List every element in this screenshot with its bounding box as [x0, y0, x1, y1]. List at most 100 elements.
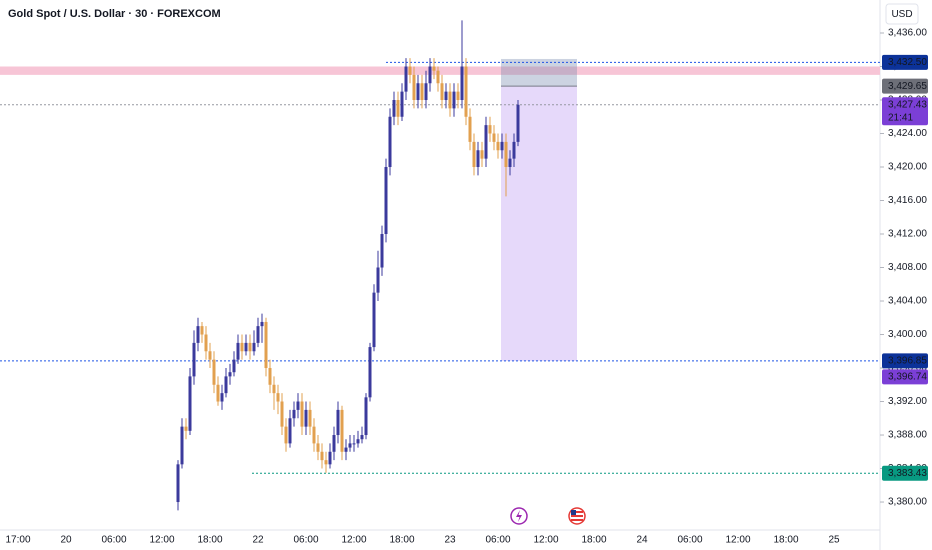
price-tag — [882, 465, 928, 481]
candle-body — [260, 321, 264, 327]
y-tick-label: 3,420.00 — [888, 162, 927, 173]
x-tick-label: 18:00 — [773, 535, 798, 546]
x-tick-label: 18:00 — [389, 535, 414, 546]
y-tick-label: 3,424.00 — [888, 128, 927, 139]
candle-body — [224, 376, 228, 394]
x-tick-label: 06:00 — [677, 535, 702, 546]
x-tick-label: 24 — [636, 535, 648, 546]
candle-body — [320, 451, 324, 461]
candle-body — [448, 91, 452, 109]
candle-body — [464, 66, 468, 117]
x-tick-label: 12:00 — [533, 535, 558, 546]
position-reward — [501, 86, 577, 361]
candle-body — [232, 359, 236, 373]
candle-body — [384, 167, 388, 235]
candle-body — [348, 443, 352, 448]
position-risk — [501, 58, 577, 87]
candle-body — [500, 141, 504, 151]
candle-body — [396, 100, 400, 117]
candle-body — [276, 393, 280, 402]
candle-body — [456, 91, 460, 101]
candle-body — [240, 342, 244, 352]
candle-body — [272, 384, 276, 394]
candle-body — [368, 347, 372, 398]
price-tag — [882, 369, 928, 385]
x-tick-label: 06:00 — [485, 535, 510, 546]
candle-body — [444, 91, 448, 101]
candle-body — [176, 464, 180, 503]
x-tick-label: 17:00 — [5, 535, 30, 546]
candle-body — [480, 150, 484, 159]
candle-body — [256, 326, 260, 343]
candle-body — [252, 342, 256, 352]
candle-body — [208, 351, 212, 360]
countdown: 21:41 — [888, 112, 913, 123]
candle-body — [336, 409, 340, 436]
candle-body — [188, 376, 192, 431]
flag-stripe — [571, 519, 583, 521]
candle-body — [400, 91, 404, 117]
candle-body — [492, 133, 496, 142]
price-tag-label: 3,396.74 — [888, 372, 927, 383]
x-tick-label: 25 — [828, 535, 840, 546]
x-tick-label: 12:00 — [149, 535, 174, 546]
price-tag — [882, 54, 928, 70]
candle-body — [196, 326, 200, 343]
x-tick-label: 06:00 — [101, 535, 126, 546]
candle-body — [332, 435, 336, 452]
candle-body — [420, 83, 424, 101]
candle-body — [328, 451, 332, 465]
candle-body — [180, 426, 184, 465]
candle-body — [244, 342, 248, 352]
candle-body — [300, 401, 304, 427]
candle-body — [388, 116, 392, 168]
candle-body — [216, 384, 220, 402]
candle-body — [504, 141, 508, 168]
candle-body — [212, 359, 216, 385]
candle-body — [460, 66, 464, 101]
x-tick-label: 06:00 — [293, 535, 318, 546]
candle-body — [268, 368, 272, 385]
candle-body — [192, 342, 196, 377]
candle-body — [220, 393, 224, 402]
candle-body — [436, 70, 440, 84]
lightning-icon — [516, 510, 522, 522]
x-tick-label: 20 — [60, 535, 72, 546]
candle-body — [468, 116, 472, 142]
candle-body — [516, 104, 520, 142]
candle-body — [352, 443, 356, 445]
x-tick-label: 12:00 — [341, 535, 366, 546]
candle-body — [228, 372, 232, 377]
candle-body — [376, 267, 380, 293]
x-tick-label: 22 — [252, 535, 264, 546]
price-tag-label: 3,432.50 — [888, 57, 927, 68]
y-tick-label: 3,404.00 — [888, 296, 927, 307]
candle-body — [324, 460, 328, 465]
candle-body — [404, 66, 408, 92]
candle-body — [408, 66, 412, 75]
candle-body — [472, 141, 476, 168]
candle-body — [248, 342, 252, 352]
x-tick-label: 18:00 — [197, 535, 222, 546]
y-tick-label: 3,412.00 — [888, 229, 927, 240]
candle-body — [288, 418, 292, 444]
x-tick-label: 12:00 — [725, 535, 750, 546]
price-tag — [882, 78, 928, 94]
candle-body — [304, 409, 308, 427]
currency-button[interactable] — [885, 3, 919, 25]
candle-body — [264, 321, 268, 369]
currency: USD — [891, 9, 912, 20]
candle-body — [440, 83, 444, 101]
candle-body — [308, 409, 312, 427]
candle-body — [184, 426, 188, 431]
x-tick-label: 23 — [444, 535, 456, 546]
candle-body — [280, 401, 284, 427]
y-tick-label: 3,416.00 — [888, 195, 927, 206]
candle-body — [340, 409, 344, 452]
candle-body — [372, 292, 376, 348]
price-tag — [882, 97, 928, 126]
candle-body — [424, 83, 428, 101]
candle-body — [284, 426, 288, 444]
candle-body — [296, 401, 300, 410]
